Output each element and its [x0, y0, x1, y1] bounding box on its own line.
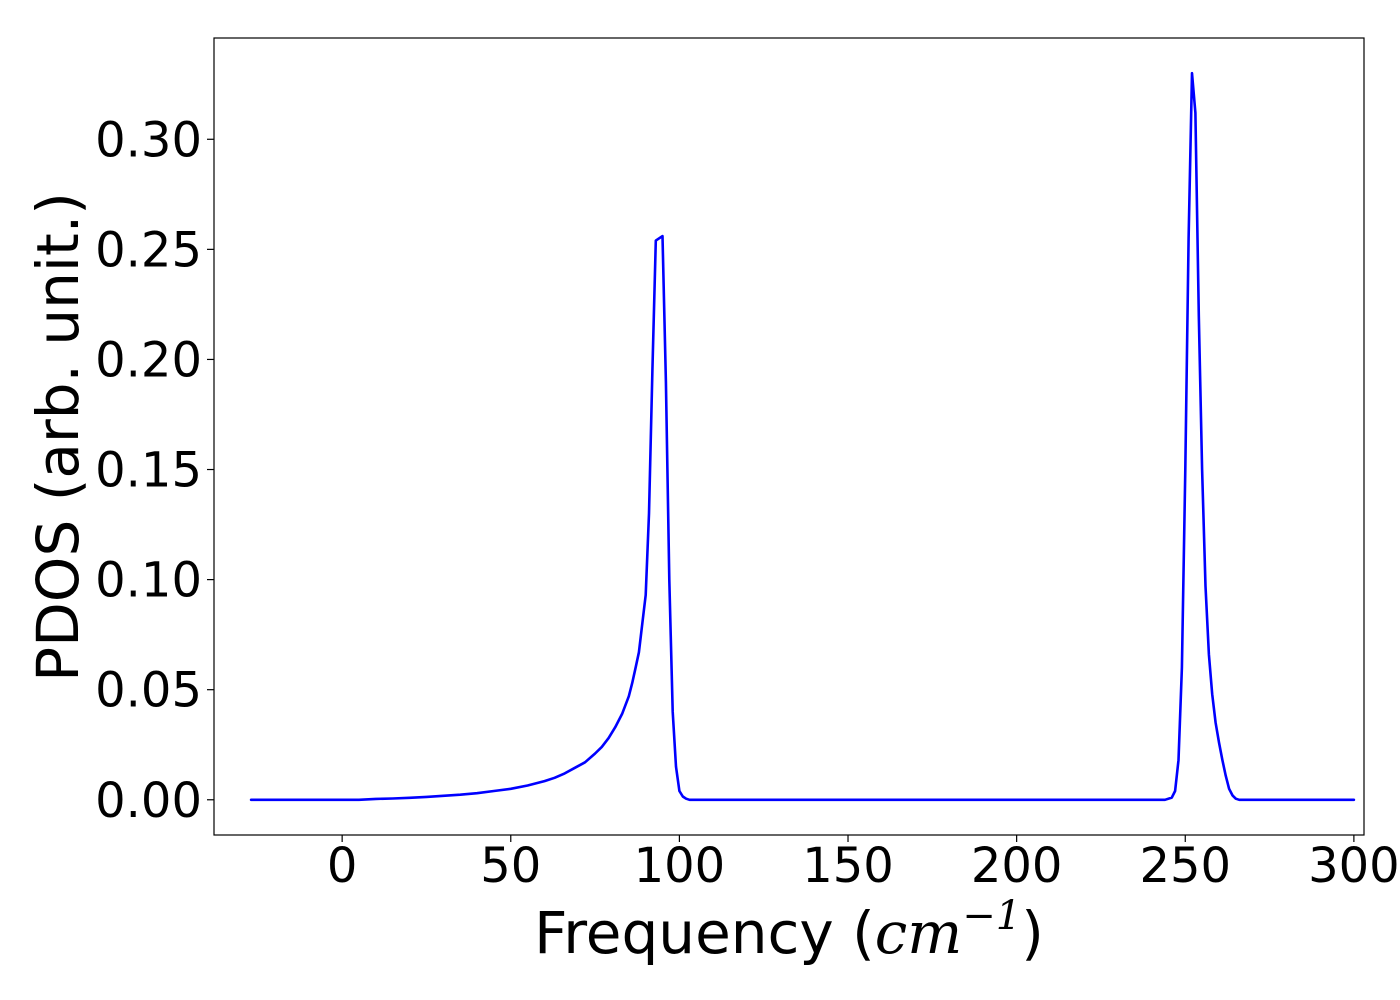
- x-tick-label: 150: [802, 838, 894, 894]
- x-tick-label: 0: [327, 838, 358, 894]
- x-axis-label-exponent: −1: [962, 893, 1021, 939]
- series-line-0: [249, 71, 1356, 802]
- y-tick-label: 0.15: [95, 443, 202, 499]
- series-group: [249, 71, 1356, 802]
- x-axis: 0 50 100 150 200 250 300: [327, 835, 1400, 894]
- y-axis: 0.00 0.05 0.10 0.15 0.20 0.25 0.30: [95, 112, 214, 829]
- y-tick-label: 0.25: [95, 222, 202, 278]
- x-tick-label: 300: [1308, 838, 1400, 894]
- x-axis-label: Frequency (cm−1): [534, 893, 1044, 967]
- y-tick-label: 0.10: [95, 553, 202, 609]
- x-axis-label-prefix: Frequency (: [534, 899, 875, 967]
- y-tick-label: 0.05: [95, 663, 202, 719]
- y-axis-label: PDOS (arb. unit.): [24, 192, 92, 682]
- x-axis-label-math: cm: [875, 899, 962, 967]
- x-tick-label: 50: [480, 838, 541, 894]
- plot-frame: [213, 37, 1365, 836]
- x-axis-label-suffix: ): [1021, 899, 1044, 967]
- x-tick-label: 250: [1139, 838, 1231, 894]
- x-tick-label: 200: [971, 838, 1063, 894]
- y-tick-label: 0.00: [95, 773, 202, 829]
- y-tick-label: 0.20: [95, 332, 202, 388]
- plot-area: [214, 38, 1364, 835]
- x-tick-label: 100: [634, 838, 726, 894]
- y-tick-label: 0.30: [95, 112, 202, 168]
